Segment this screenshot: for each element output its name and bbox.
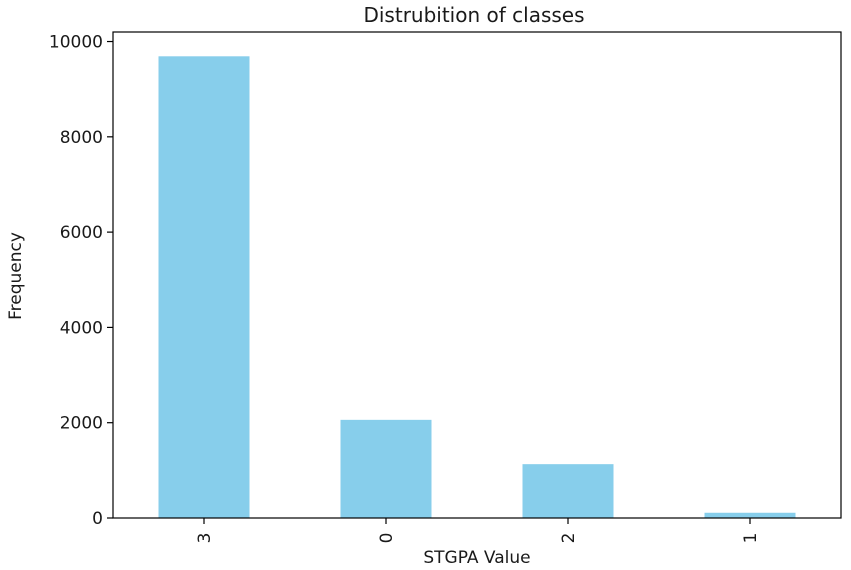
bar-3 bbox=[158, 56, 250, 519]
y-tick-label: 6000 bbox=[60, 223, 103, 243]
bar-1 bbox=[704, 512, 796, 518]
bar-2 bbox=[522, 464, 614, 518]
y-tick-label: 8000 bbox=[60, 128, 103, 148]
chart-title: Distrubition of classes bbox=[363, 3, 584, 27]
plot-frame bbox=[112, 31, 842, 519]
bars bbox=[158, 56, 796, 519]
y-tick-label: 10000 bbox=[49, 33, 103, 53]
x-tick-label: 1 bbox=[741, 533, 761, 544]
x-tick-label: 2 bbox=[559, 533, 579, 544]
x-tick-label: 3 bbox=[195, 533, 215, 544]
y-axis-ticks: 0 2000 4000 6000 8000 10000 bbox=[49, 33, 113, 529]
x-axis-label: STGPA Value bbox=[423, 548, 530, 568]
bar-0 bbox=[340, 419, 432, 518]
x-tick-label: 0 bbox=[377, 533, 397, 544]
y-tick-label: 0 bbox=[92, 509, 103, 529]
y-tick-label: 2000 bbox=[60, 414, 103, 434]
y-tick-label: 4000 bbox=[60, 318, 103, 338]
x-axis-ticks: 3 0 2 1 bbox=[195, 518, 761, 543]
y-axis-label: Frequency bbox=[6, 232, 26, 320]
